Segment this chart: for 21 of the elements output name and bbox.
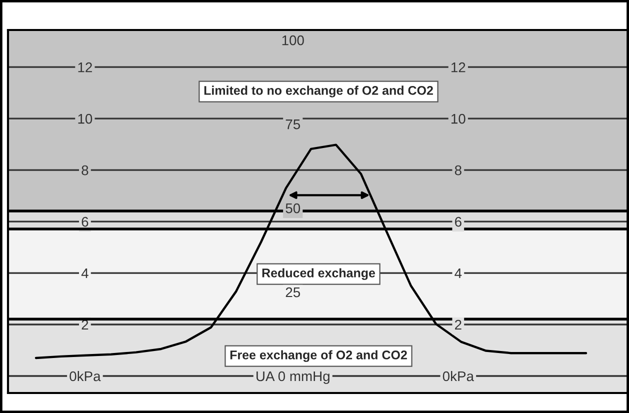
y-tick-label: 10 — [78, 114, 92, 124]
y2-tick-label: 4 — [454, 268, 462, 278]
y3-tick-label: UA 0 mmHg — [256, 371, 330, 384]
y2-tick-label: 10 — [452, 114, 466, 124]
y3-tick-label: 25 — [286, 287, 300, 298]
y3-tick-label: 50 — [286, 203, 300, 214]
y3-tick-label: 75 — [286, 120, 300, 130]
y2-tick-label: 8 — [454, 165, 462, 176]
band-label: Free exchange of O2 and CO2 — [230, 350, 407, 362]
y-tick-label: 8 — [82, 165, 88, 176]
y2-tick-label: 2 — [455, 320, 462, 330]
y2-tick-label: 0kPa — [442, 370, 474, 382]
y3-tick-label: 100 — [282, 35, 304, 46]
y2-tick-label: 12 — [452, 62, 466, 72]
y-tick-label: 6 — [82, 216, 88, 227]
band-label: Limited to no exchange of O2 and CO2 — [204, 86, 433, 98]
y-tick-label: 4 — [81, 268, 88, 278]
y-tick-label: 0kPa — [70, 370, 101, 382]
y-tick-label: 12 — [78, 62, 92, 72]
band-label: Reduced exchange — [262, 268, 376, 280]
y2-tick-label: 6 — [455, 216, 462, 227]
